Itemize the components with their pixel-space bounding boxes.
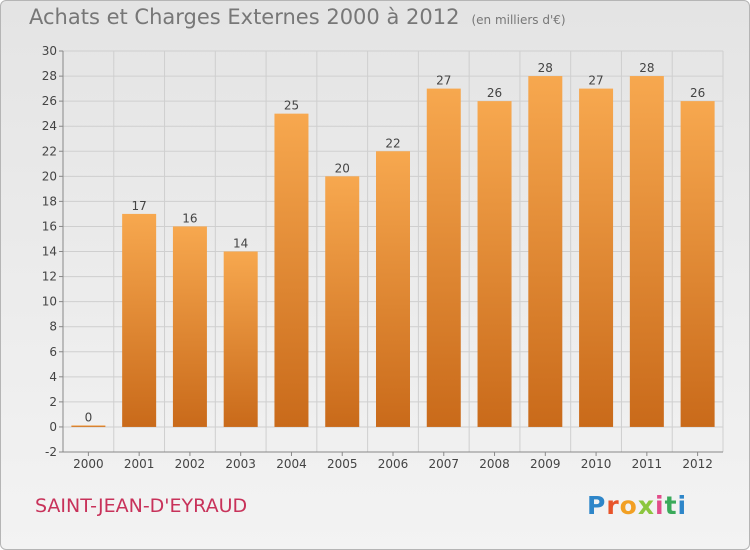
x-tick-label-2008: 2008 <box>479 457 510 471</box>
value-label-2006: 22 <box>385 136 400 150</box>
y-tick-label: 30 <box>42 44 57 58</box>
y-tick-label: 22 <box>42 144 57 158</box>
place-name: SAINT-JEAN-D'EYRAUD <box>35 495 248 517</box>
logo-letter: t <box>664 491 678 520</box>
bar-2009 <box>528 76 563 427</box>
bar-2001 <box>122 213 157 427</box>
value-label-2010: 27 <box>588 74 603 88</box>
value-label-2000: 0 <box>85 410 93 424</box>
y-tick-label: 26 <box>42 94 57 108</box>
value-label-2007: 27 <box>436 74 451 88</box>
y-tick-label: 0 <box>49 420 57 434</box>
y-tick-label: 28 <box>42 69 57 83</box>
x-tick-label-2011: 2011 <box>632 457 663 471</box>
value-label-2002: 16 <box>182 211 197 225</box>
logo-letter: o <box>619 491 638 520</box>
value-label-2003: 14 <box>233 237 248 251</box>
y-tick-label: 8 <box>49 320 57 334</box>
y-tick-label: 12 <box>42 270 57 284</box>
y-tick-label: 2 <box>49 395 57 409</box>
axes <box>59 50 723 456</box>
x-tick-label-2009: 2009 <box>530 457 561 471</box>
y-tick-label: 14 <box>42 245 57 259</box>
y-tick-label: 16 <box>42 219 57 233</box>
logo-letter: x <box>637 491 655 520</box>
x-tick-label-2012: 2012 <box>682 457 713 471</box>
bars <box>71 76 715 427</box>
x-tick-label-2001: 2001 <box>124 457 155 471</box>
y-tick-label: 4 <box>49 370 57 384</box>
bar-2008 <box>477 101 512 427</box>
bar-2007 <box>426 88 461 427</box>
value-label-2008: 26 <box>487 86 502 100</box>
y-tick-label: 20 <box>42 169 57 183</box>
y-tick-label: -2 <box>45 445 57 459</box>
bar-2006 <box>376 151 410 427</box>
value-label-2009: 28 <box>538 61 553 75</box>
bar-2003 <box>223 251 258 427</box>
bar-2005 <box>325 176 360 427</box>
x-tick-label-2005: 2005 <box>327 457 358 471</box>
x-tick-label-2006: 2006 <box>378 457 409 471</box>
chart-title-unit: (en milliers d'€) <box>471 13 566 27</box>
x-tick-label-2010: 2010 <box>581 457 612 471</box>
y-tick-label: 18 <box>42 194 57 208</box>
y-tick-label: 24 <box>42 119 57 133</box>
value-label-2001: 17 <box>132 199 147 213</box>
chart-title: Achats et Charges Externes 2000 à 2012 (e… <box>29 5 566 29</box>
logo-letter: i <box>677 491 688 520</box>
labels: -202468101214161820222426283002000172001… <box>42 44 713 471</box>
logo-letter: P <box>587 491 607 520</box>
logo-letter: i <box>655 491 665 520</box>
value-label-2005: 20 <box>335 161 350 175</box>
chart-title-main: Achats et Charges Externes 2000 à 2012 <box>29 5 460 29</box>
y-tick-label: 10 <box>42 295 57 309</box>
x-tick-label-2000: 2000 <box>73 457 104 471</box>
bar-2002 <box>172 226 207 427</box>
x-tick-label-2004: 2004 <box>276 457 307 471</box>
y-tick-label: 6 <box>49 345 57 359</box>
value-label-2011: 28 <box>639 61 654 75</box>
bar-2012 <box>680 101 715 427</box>
proxiti-logo: Proxiti <box>587 491 687 520</box>
bar-2000 <box>71 425 106 427</box>
bar-2004 <box>274 113 309 427</box>
logo-letter: r <box>606 491 620 520</box>
x-tick-label-2002: 2002 <box>175 457 206 471</box>
bar-2010 <box>579 88 614 427</box>
x-tick-label-2003: 2003 <box>225 457 256 471</box>
value-label-2004: 25 <box>284 99 299 113</box>
value-label-2012: 26 <box>690 86 705 100</box>
x-tick-label-2007: 2007 <box>428 457 459 471</box>
bar-2011 <box>629 76 664 427</box>
